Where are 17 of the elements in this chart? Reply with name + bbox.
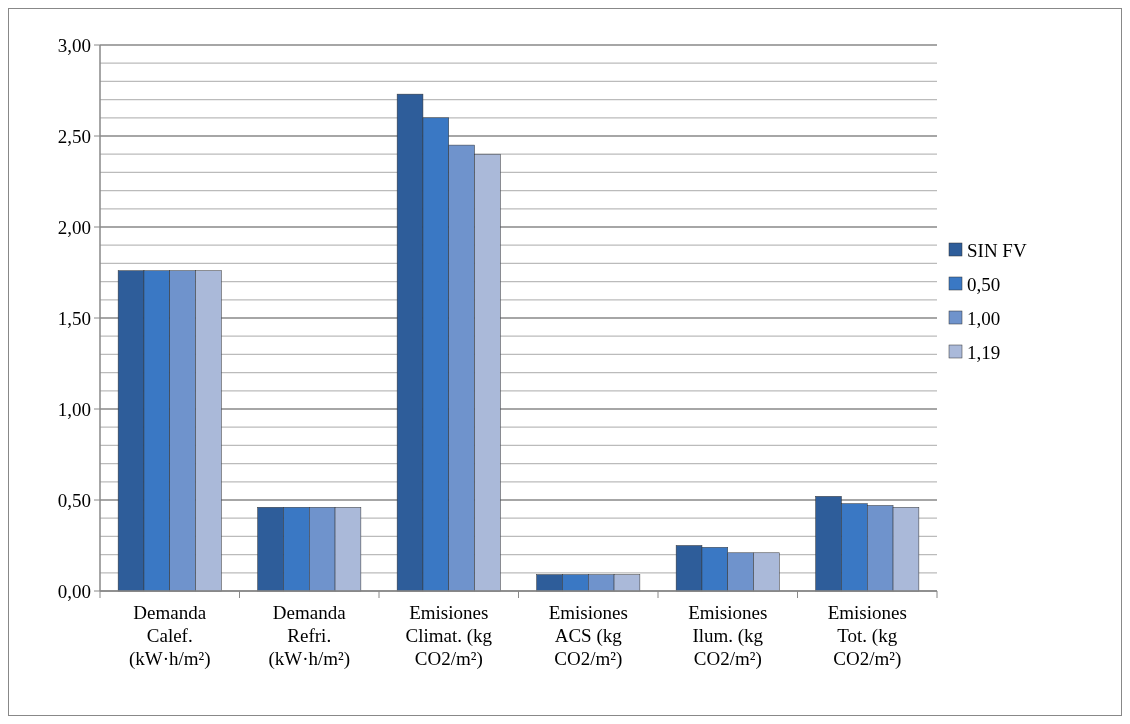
x-tick-label: Emisiones Climat. (kg CO2/m²) bbox=[405, 602, 493, 670]
x-tick-label: Demanda Refri. (kW·h/m²) bbox=[268, 602, 351, 670]
y-tick-label: 1,00 bbox=[57, 398, 91, 420]
x-tick-label: Demanda Calef. (kW·h/m²) bbox=[128, 602, 211, 670]
x-tick-label: Emisiones Ilum. (kg CO2/m²) bbox=[688, 602, 768, 670]
legend-label: SIN FV bbox=[967, 239, 1027, 261]
legend-label: 0,50 bbox=[967, 273, 1001, 295]
y-tick-label: 1,50 bbox=[57, 307, 91, 329]
legend-label: 1,19 bbox=[967, 341, 1001, 363]
y-tick-label: 2,00 bbox=[57, 216, 91, 238]
y-tick-label: 2,50 bbox=[57, 125, 91, 147]
x-tick-label: Emisiones Tot. (kg CO2/m²) bbox=[827, 602, 907, 670]
legend-label: 1,00 bbox=[967, 307, 1001, 329]
y-tick-label: 0,50 bbox=[57, 489, 91, 511]
x-tick-label: Emisiones ACS (kg CO2/m²) bbox=[548, 602, 628, 670]
y-tick-label: 0,00 bbox=[57, 580, 91, 602]
y-tick-label: 3,00 bbox=[57, 34, 91, 56]
